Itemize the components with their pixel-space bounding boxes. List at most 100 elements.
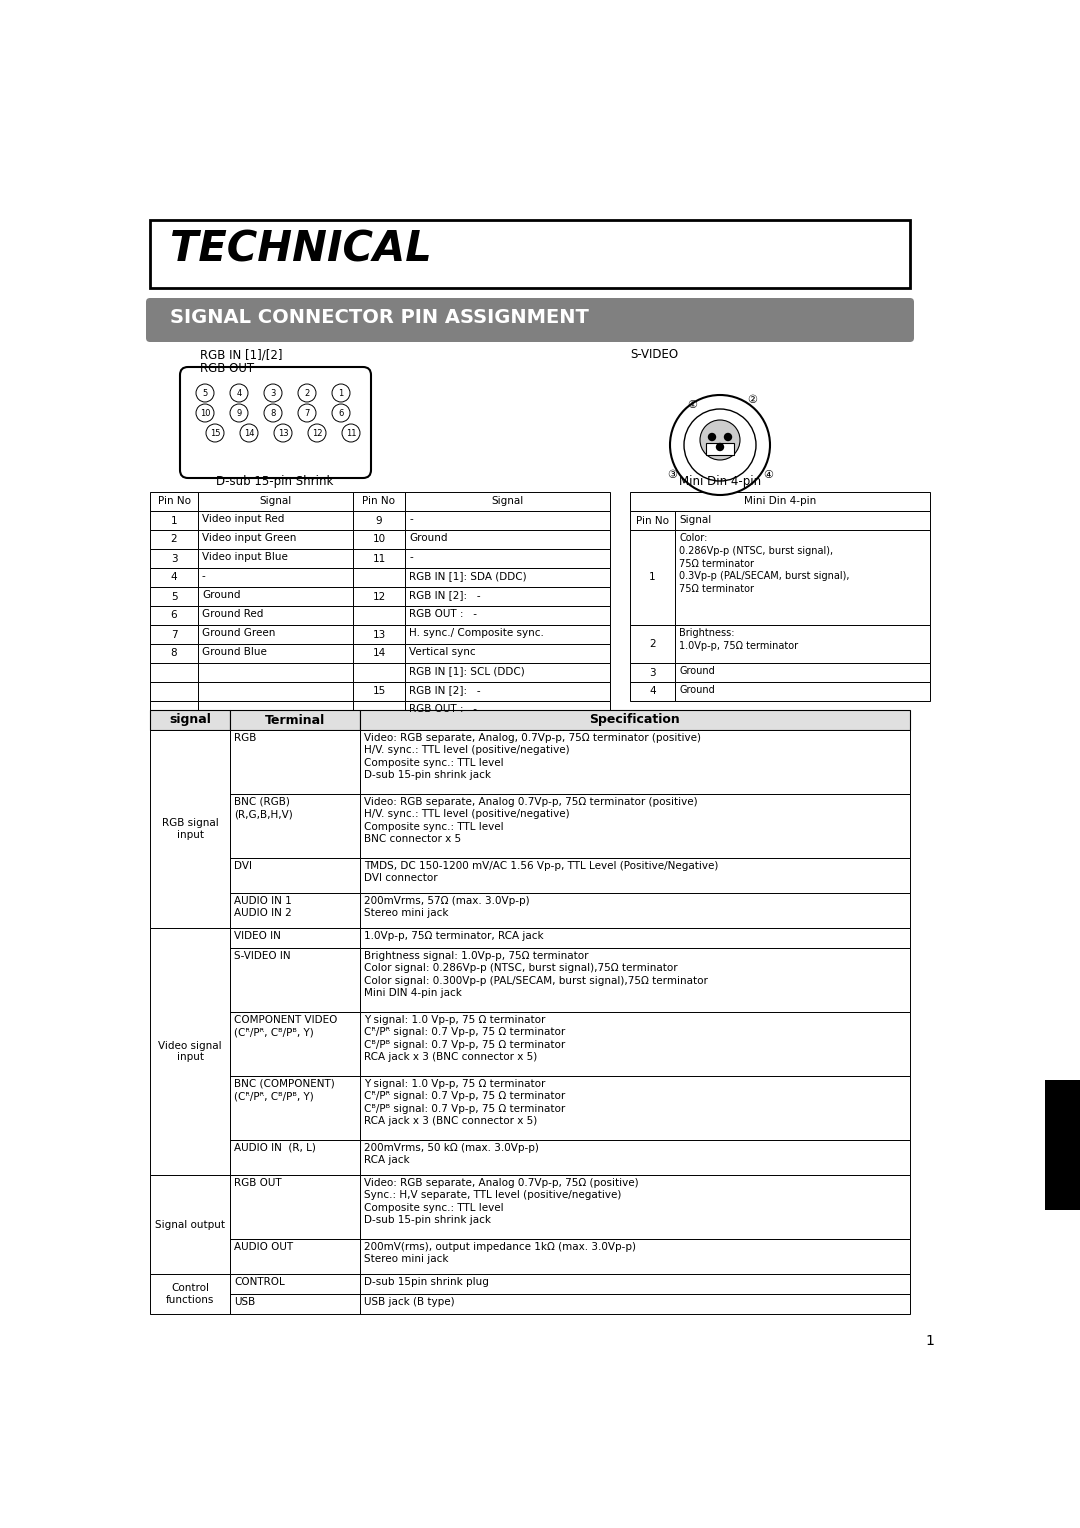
Bar [405, 530, 610, 549]
Text: D-sub 15-pin Shrink: D-sub 15-pin Shrink [216, 475, 334, 487]
Text: Pin No: Pin No [636, 515, 669, 526]
Text: 8: 8 [171, 648, 177, 659]
Bar [198, 492, 353, 510]
FancyBboxPatch shape [180, 367, 372, 478]
Bar [150, 663, 198, 681]
Bar [198, 549, 353, 568]
Circle shape [230, 384, 248, 402]
Bar [405, 663, 610, 681]
Bar [360, 1239, 910, 1274]
Text: Video input Red: Video input Red [202, 513, 284, 524]
Text: 3: 3 [171, 553, 177, 564]
Text: -: - [409, 513, 413, 524]
Bar [405, 643, 610, 663]
Circle shape [230, 403, 248, 422]
Text: ③: ③ [667, 471, 677, 480]
Text: S-VIDEO IN: S-VIDEO IN [234, 950, 291, 961]
Text: 15: 15 [373, 686, 386, 697]
Bar [405, 492, 610, 510]
Text: TMDS, DC 150-1200 mV/AC 1.56 Vp-p, TTL Level (Positive/Negative)
DVI connector: TMDS, DC 150-1200 mV/AC 1.56 Vp-p, TTL L… [364, 860, 718, 883]
Text: 6: 6 [171, 611, 177, 620]
Bar [353, 587, 405, 607]
Text: 3: 3 [270, 388, 275, 397]
Text: Signal output: Signal output [156, 1219, 225, 1230]
Bar [230, 1294, 360, 1314]
Bar [630, 625, 675, 663]
Text: BNC (RGB)
(R,G,B,H,V): BNC (RGB) (R,G,B,H,V) [234, 798, 293, 819]
Bar [198, 681, 353, 701]
Bar [150, 607, 198, 625]
Bar [150, 568, 198, 587]
Text: Signal: Signal [259, 497, 292, 506]
Bar [405, 549, 610, 568]
Bar [675, 510, 930, 530]
Bar [360, 947, 910, 1012]
Bar [353, 607, 405, 625]
Bar [150, 643, 198, 663]
Text: 2: 2 [649, 639, 656, 649]
Circle shape [684, 410, 756, 481]
Text: 200mVrms, 50 kΩ (max. 3.0Vp-p)
RCA jack: 200mVrms, 50 kΩ (max. 3.0Vp-p) RCA jack [364, 1143, 539, 1166]
Text: Ground: Ground [679, 685, 715, 695]
Bar [150, 587, 198, 607]
Text: TECHNICAL: TECHNICAL [170, 228, 432, 270]
Bar [353, 663, 405, 681]
Bar [360, 711, 910, 730]
Text: D-sub 15pin shrink plug: D-sub 15pin shrink plug [364, 1277, 489, 1287]
Circle shape [195, 384, 214, 402]
Text: 4: 4 [171, 573, 177, 582]
Text: 14: 14 [373, 648, 386, 659]
Bar [630, 663, 675, 681]
Text: 5: 5 [171, 591, 177, 602]
Bar [360, 892, 910, 927]
Text: 4: 4 [649, 686, 656, 697]
Text: 11: 11 [346, 428, 356, 437]
Text: Signal: Signal [491, 497, 524, 506]
Circle shape [274, 423, 292, 442]
Bar [150, 927, 230, 1175]
Text: RGB IN [1]/[2]: RGB IN [1]/[2] [200, 348, 283, 361]
Text: -: - [202, 571, 206, 581]
Bar [360, 1294, 910, 1314]
Bar [353, 492, 405, 510]
Bar [198, 530, 353, 549]
Bar [230, 795, 360, 859]
Bar [230, 892, 360, 927]
Text: RGB: RGB [234, 733, 256, 743]
Text: 7: 7 [305, 408, 310, 417]
Text: ②: ② [747, 396, 757, 405]
Bar [353, 701, 405, 720]
Circle shape [700, 420, 740, 460]
Text: 14: 14 [244, 428, 254, 437]
Text: Ground: Ground [202, 590, 241, 601]
Bar [150, 625, 198, 643]
Text: RGB IN [1]: SCL (DDC): RGB IN [1]: SCL (DDC) [409, 666, 525, 675]
Bar [150, 492, 198, 510]
Text: Pin No: Pin No [158, 497, 190, 506]
Text: Vertical sync: Vertical sync [409, 646, 475, 657]
Text: Mini Din 4-pin: Mini Din 4-pin [679, 475, 761, 487]
Text: Y signal: 1.0 Vp-p, 75 Ω terminator
Cᴿ/Pᴿ signal: 0.7 Vp-p, 75 Ω terminator
Cᴮ/P: Y signal: 1.0 Vp-p, 75 Ω terminator Cᴿ/P… [364, 1079, 565, 1126]
Bar [405, 681, 610, 701]
Circle shape [308, 423, 326, 442]
Text: 1: 1 [649, 573, 656, 582]
Text: 2: 2 [305, 388, 310, 397]
Bar [630, 681, 675, 701]
Bar [198, 607, 353, 625]
FancyBboxPatch shape [146, 298, 914, 342]
Bar [360, 1140, 910, 1175]
Text: 3: 3 [649, 668, 656, 677]
Bar [150, 701, 198, 720]
Bar [198, 587, 353, 607]
Bar [405, 607, 610, 625]
Text: RGB OUT: RGB OUT [234, 1178, 282, 1187]
Bar [353, 625, 405, 643]
Bar [405, 701, 610, 720]
Text: RGB OUT :   -: RGB OUT : - [409, 610, 477, 619]
Circle shape [342, 423, 360, 442]
Text: Color:
0.286Vp-p (NTSC, burst signal),
75Ω terminator
0.3Vp-p (PAL/SECAM, burst : Color: 0.286Vp-p (NTSC, burst signal), 7… [679, 533, 850, 594]
Bar [706, 443, 734, 455]
Circle shape [264, 384, 282, 402]
Text: AUDIO OUT: AUDIO OUT [234, 1242, 293, 1251]
Bar [360, 1012, 910, 1076]
